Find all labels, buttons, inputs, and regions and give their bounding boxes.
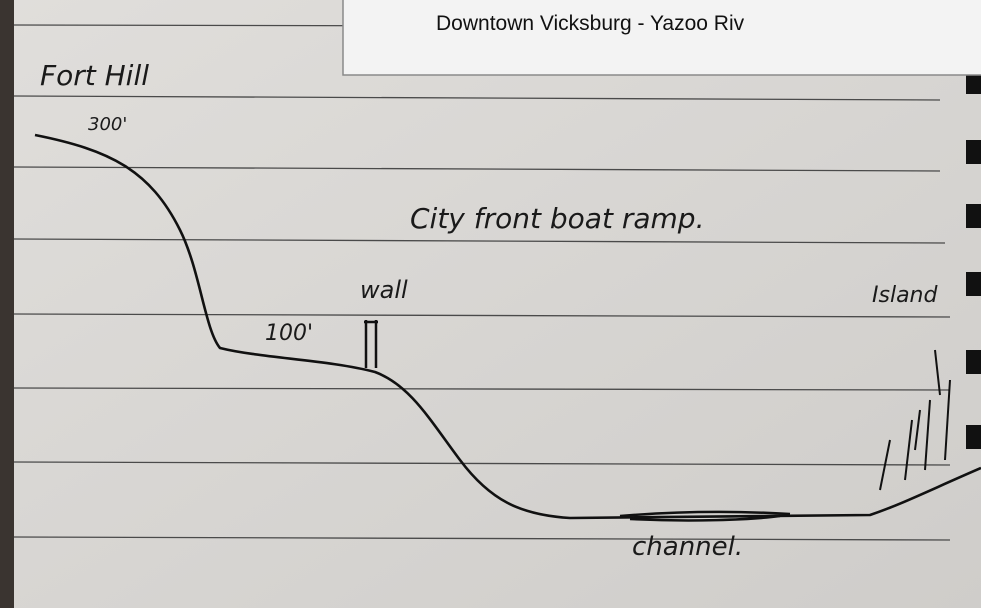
page-edge [0, 0, 14, 608]
label-boat-ramp: City front boat ramp. [410, 202, 704, 235]
terrain-profile [34, 133, 981, 520]
island-trees [879, 349, 951, 491]
label-elevation-300: 300' [88, 114, 127, 135]
margin-marks [966, 72, 981, 449]
title-overlay [342, 0, 981, 76]
label-island: Island [872, 283, 938, 308]
label-elevation-100: 100' [265, 321, 313, 346]
ruled-lines [13, 24, 981, 541]
label-channel: channel. [632, 532, 743, 562]
channel-mark [619, 510, 791, 522]
overlay-title: Downtown Vicksburg - Yazoo Riv [436, 12, 745, 35]
label-fort-hill: Fort Hill [40, 59, 149, 92]
wall-mark [364, 320, 378, 368]
label-wall: wall [360, 276, 408, 304]
